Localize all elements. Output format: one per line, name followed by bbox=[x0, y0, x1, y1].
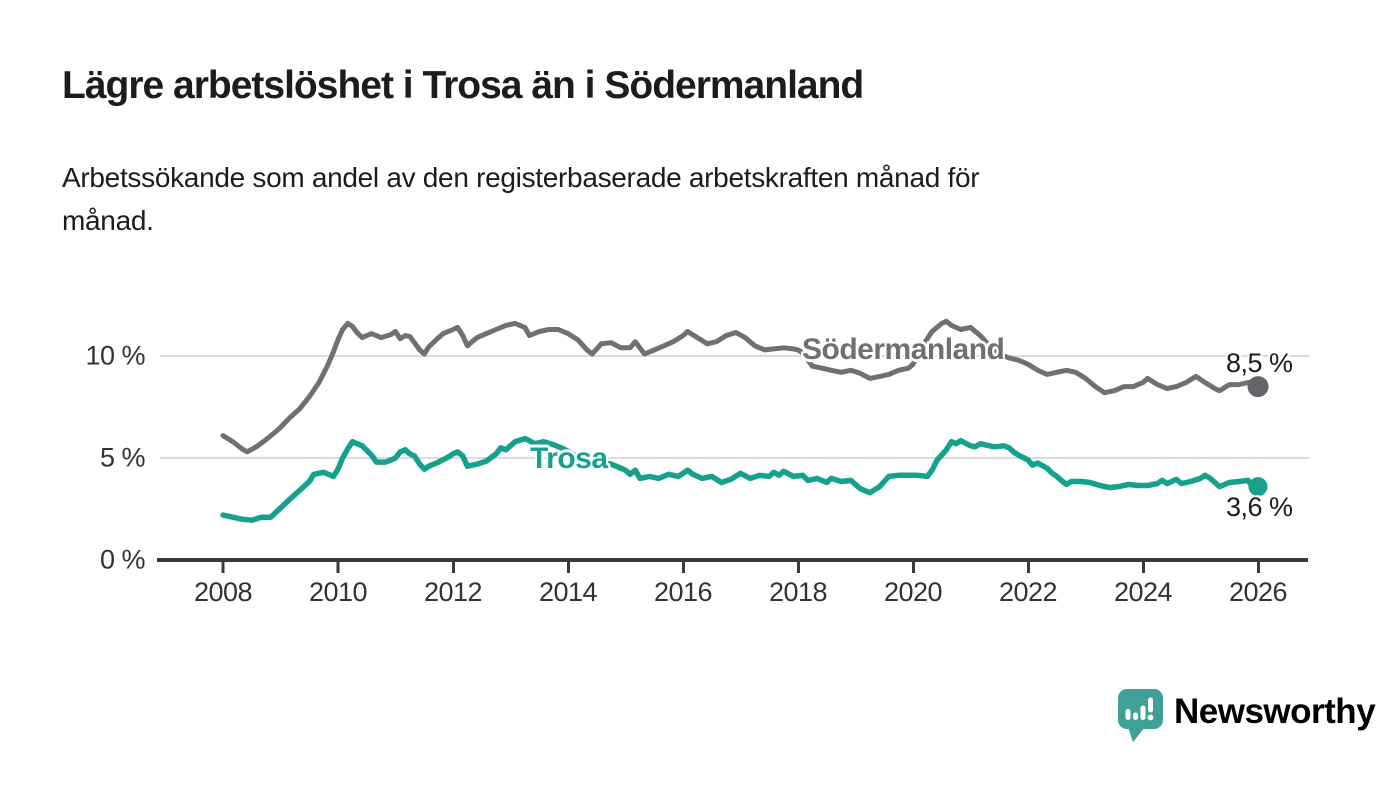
newsworthy-logo: Newsworthy bbox=[1116, 688, 1376, 744]
value-label-sodermanland: 8,5 % bbox=[1226, 348, 1293, 378]
y-axis-label-10: 10 % bbox=[85, 340, 145, 371]
x-axis-label-2026: 2026 bbox=[1228, 577, 1288, 607]
x-axis-label-2016: 2016 bbox=[653, 577, 713, 607]
y-axis-label-5: 5 % bbox=[99, 442, 146, 473]
series-line-trosa bbox=[220, 435, 1261, 523]
series-label-sodermanland: Södermanland bbox=[802, 333, 1005, 366]
page-subtitle: Arbetssökande som andel av den registerb… bbox=[62, 162, 980, 236]
x-axis-label-2008: 2008 bbox=[193, 577, 253, 607]
endpoint-dot-södermanland bbox=[1247, 376, 1269, 398]
x-axis-label-2010: 2010 bbox=[308, 577, 368, 607]
x-axis-label-2018: 2018 bbox=[768, 577, 828, 607]
newsworthy-logo-icon bbox=[1118, 689, 1163, 742]
x-axis-ticks bbox=[221, 560, 1260, 573]
endpoint-dot-trosa bbox=[1248, 477, 1268, 497]
x-axis-label-2024: 2024 bbox=[1113, 577, 1173, 607]
newsworthy-logo-text: Newsworthy bbox=[1174, 692, 1376, 731]
y-axis-label-0: 0 % bbox=[99, 544, 146, 575]
series-label-trosa: Trosa bbox=[530, 442, 608, 475]
value-label-trosa: 3,6 % bbox=[1226, 492, 1293, 522]
x-axis-label-2014: 2014 bbox=[538, 577, 598, 607]
x-axis-label-2020: 2020 bbox=[883, 577, 943, 607]
x-axis-label-2012: 2012 bbox=[423, 577, 483, 607]
series-layer bbox=[220, 318, 1269, 523]
x-axis-label-2022: 2022 bbox=[998, 577, 1058, 607]
series-line-södermanland bbox=[220, 318, 1261, 455]
page-title: Lägre arbetslöshet i Trosa än i Söderman… bbox=[62, 64, 864, 107]
